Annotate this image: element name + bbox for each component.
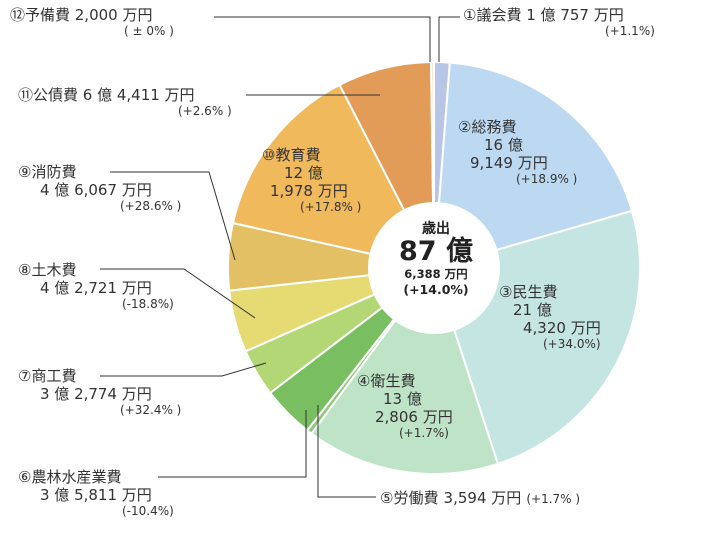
label-s8: ⑧土木費 4 億 2,721 万円 (-18.8%)	[18, 261, 174, 311]
label-s9-pct: (+28.6% )	[120, 199, 182, 213]
label-s7-name: ⑦商工費	[18, 367, 77, 385]
label-s5-pct: (+1.7% )	[526, 492, 581, 506]
label-s2-man: 9,149 万円	[470, 154, 548, 172]
label-s2-oku: 16 億	[484, 136, 523, 154]
center-change: (+14.0%)	[403, 282, 469, 298]
label-s5-name: ⑤労働費	[380, 489, 439, 507]
label-s6-pct: (-10.4%)	[122, 504, 174, 518]
label-s11-pct: (+2.6% )	[178, 104, 232, 118]
label-s8-name: ⑧土木費	[18, 261, 77, 279]
label-s10-man: 1,978 万円	[270, 182, 348, 200]
label-s1: ①議会費 1 億 757 万円 (+1.1%)	[463, 6, 655, 38]
leader-line-s9	[110, 171, 236, 261]
leader-line-s1	[438, 16, 460, 62]
label-s1-name: ①議会費	[463, 6, 522, 24]
leader-line-s12	[214, 16, 431, 62]
center-amount: 6,388 万円	[404, 267, 468, 282]
label-s9: ⑨消防費 4 億 6,067 万円 (+28.6% )	[18, 163, 181, 213]
label-s4: ④衛生費 13 億 2,806 万円 (+1.7%)	[357, 372, 453, 440]
label-s10: ⑩教育費 12 億 1,978 万円 (+17.8% )	[262, 146, 361, 214]
center-label: 歳出 87 億 6,388 万円 (+14.0%)	[370, 218, 502, 297]
pie-slice-s10	[231, 83, 436, 270]
label-s10-name: ⑩教育費	[262, 146, 321, 164]
label-s10-oku: 12 億	[284, 164, 323, 182]
leader-line-s7	[100, 362, 267, 377]
label-s2-pct: (+18.9% )	[516, 172, 578, 186]
label-s3-pct: (+34.0%)	[543, 337, 601, 351]
center-title: 歳出	[422, 221, 450, 237]
label-s11: ⑪公債費 6 億 4,411 万円 (+2.6% )	[18, 86, 232, 118]
label-s5: ⑤労働費 3,594 万円 (+1.7% )	[380, 488, 580, 507]
leader-line-s8	[100, 268, 256, 319]
leader-line-s5	[317, 405, 376, 498]
label-s4-name: ④衛生費	[357, 372, 416, 390]
label-s7-pct: (+32.4% )	[120, 403, 182, 417]
center-circle	[368, 202, 500, 334]
label-s12-name: ⑫予備費 2,000 万円	[10, 6, 153, 24]
label-s7: ⑦商工費 3 億 2,774 万円 (+32.4% )	[18, 367, 181, 417]
label-s11-name: ⑪公債費 6 億 4,411 万円	[18, 86, 195, 104]
label-s7-amount: 3 億 2,774 万円	[40, 385, 152, 403]
pie-slice-s4	[310, 265, 500, 475]
label-s5-amount: 3,594 万円	[443, 489, 522, 507]
label-s2-name: ②総務費	[458, 118, 517, 136]
label-s9-name: ⑨消防費	[18, 163, 77, 181]
label-s4-man: 2,806 万円	[375, 408, 453, 426]
leader-line-s6	[158, 410, 307, 478]
label-s9-amount: 4 億 6,067 万円	[40, 181, 152, 199]
label-s8-pct: (-18.8%)	[122, 297, 174, 311]
label-s12: ⑫予備費 2,000 万円 ( ± 0% )	[10, 6, 174, 38]
label-s10-pct: (+17.8% )	[300, 200, 362, 214]
label-s3-oku: 21 億	[513, 301, 552, 319]
label-s6-name: ⑥農林水産業費	[18, 468, 122, 486]
label-s6: ⑥農林水産業費 3 億 5,811 万円 (-10.4%)	[18, 468, 174, 518]
label-s3-name: ③民生費	[499, 283, 558, 301]
label-s4-oku: 13 億	[383, 390, 422, 408]
label-s3-man: 4,320 万円	[523, 319, 601, 337]
label-s12-pct: ( ± 0% )	[124, 24, 174, 38]
pie-slice-s2	[432, 61, 634, 270]
label-s6-amount: 3 億 5,811 万円	[40, 486, 152, 504]
label-s1-pct: (+1.1%)	[605, 24, 655, 38]
label-s1-amount: 1 億 757 万円	[526, 6, 624, 24]
label-s3: ③民生費 21 億 4,320 万円 (+34.0%)	[499, 283, 601, 351]
label-s2: ②総務費 16 億 9,149 万円 (+18.9% )	[458, 118, 577, 186]
center-total: 87 億	[399, 236, 473, 267]
label-s4-pct: (+1.7%)	[399, 426, 449, 440]
label-s8-amount: 4 億 2,721 万円	[40, 279, 152, 297]
